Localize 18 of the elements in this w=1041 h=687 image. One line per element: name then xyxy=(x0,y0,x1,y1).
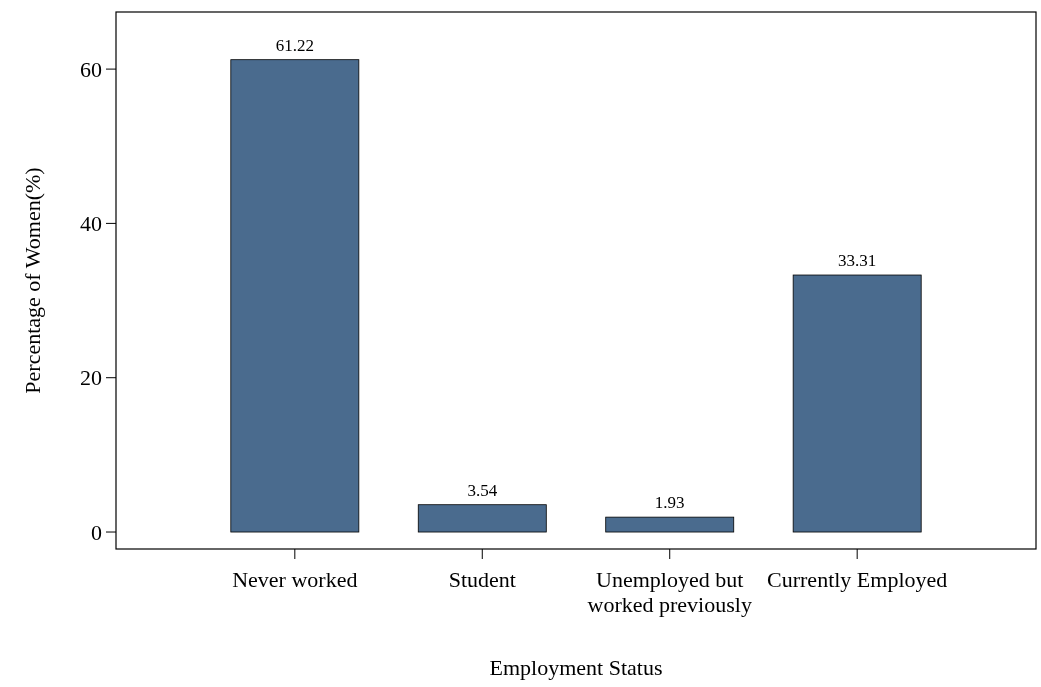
data-label: 1.93 xyxy=(654,493,685,513)
y-tick-label: 60 xyxy=(80,56,102,82)
y-tick-label: 40 xyxy=(80,211,102,237)
y-tick-label: 20 xyxy=(80,365,102,391)
x-tick-label: Never worked xyxy=(232,567,358,592)
bar xyxy=(605,516,735,533)
y-tick-label: 0 xyxy=(91,519,102,545)
data-label: 3.54 xyxy=(467,480,498,500)
data-label: 33.31 xyxy=(838,251,877,271)
y-axis-title: Percentage of Women(%) xyxy=(20,167,45,394)
data-label: 61.22 xyxy=(275,35,314,55)
x-tick-label: Currently Employed xyxy=(767,567,948,592)
x-tick-label: Unemployed but worked previously xyxy=(587,567,752,617)
bar xyxy=(417,504,547,533)
x-axis-title: Employment Status xyxy=(489,655,663,680)
bar xyxy=(792,274,922,533)
bar xyxy=(230,59,360,533)
x-tick-label: Student xyxy=(448,567,516,592)
